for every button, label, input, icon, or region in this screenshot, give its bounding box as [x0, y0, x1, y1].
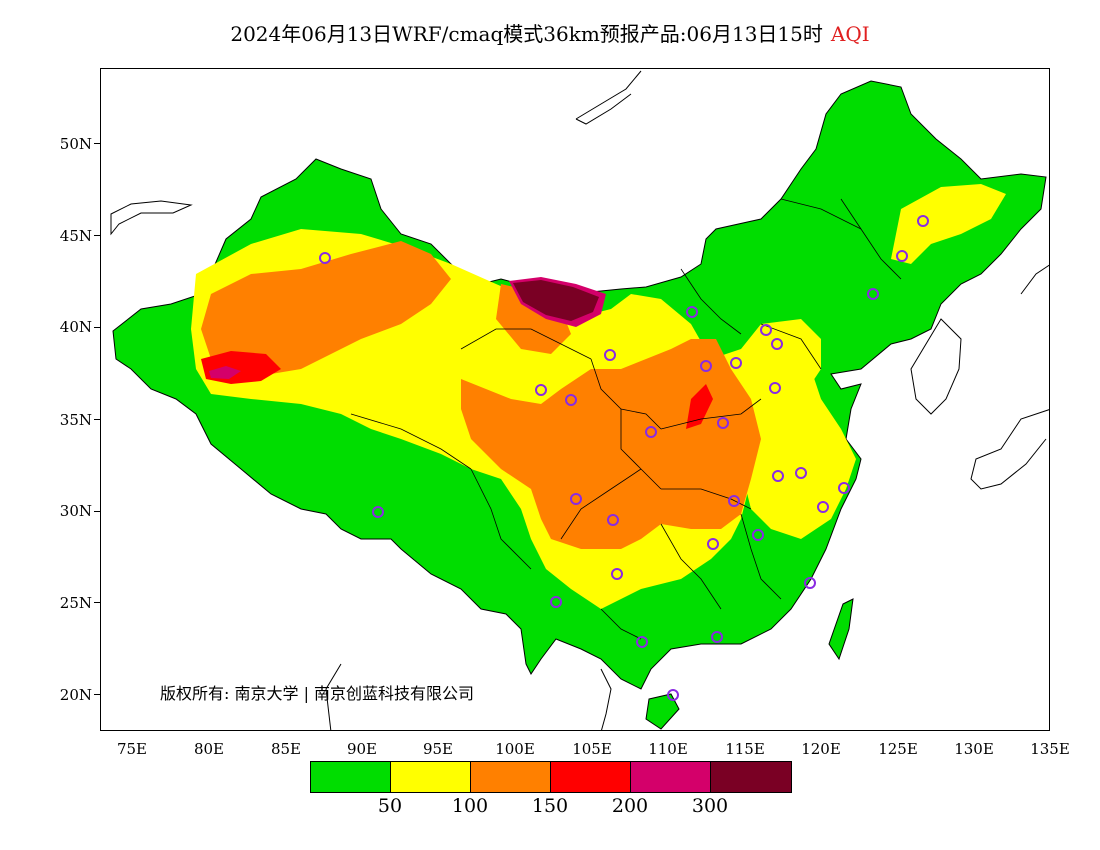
- legend-swatch: [471, 762, 551, 792]
- aqi-zone-orange-inner-mongolia: [496, 284, 571, 354]
- lat-tick: [94, 235, 100, 236]
- legend-swatch: [311, 762, 391, 792]
- legend-label-300: 300: [691, 795, 729, 817]
- lat-tick: [94, 511, 100, 512]
- lat-label-25n: 25N: [59, 594, 92, 612]
- lat-tick: [94, 143, 100, 144]
- lat-tick: [94, 327, 100, 328]
- lon-label-120e: 120E: [801, 740, 841, 758]
- lon-label-95e: 95E: [422, 740, 454, 758]
- aqi-color-legend: [310, 761, 792, 793]
- lon-label-125e: 125E: [878, 740, 918, 758]
- aqi-zone-purple-kashgar: [209, 366, 241, 379]
- lat-label-30n: 30N: [59, 502, 92, 520]
- baikal-outline: [575, 70, 642, 125]
- lat-label-40n: 40N: [59, 318, 92, 336]
- lat-tick: [94, 694, 100, 695]
- lon-label-115e: 115E: [725, 740, 765, 758]
- legend-label-100: 100: [451, 795, 489, 817]
- title-variable: AQI: [830, 22, 870, 46]
- map-panel: [100, 68, 1050, 731]
- lon-label-105e: 105E: [572, 740, 612, 758]
- aqi-zone-yellow-east: [741, 349, 856, 539]
- korea-outline: [910, 318, 962, 415]
- legend-label-50: 50: [377, 795, 403, 817]
- legend-swatch: [631, 762, 711, 792]
- aqi-zone-orange-tarim: [201, 241, 451, 374]
- lon-label-110e: 110E: [648, 740, 688, 758]
- lon-label-130e: 130E: [954, 740, 994, 758]
- aqi-zone-yellow-northeast: [891, 184, 1006, 264]
- lon-label-85e: 85E: [270, 740, 302, 758]
- lat-tick: [94, 602, 100, 603]
- japan-outline: [970, 409, 1049, 490]
- lat-tick: [94, 419, 100, 420]
- aqi-zone-maroon-gobi: [513, 280, 599, 321]
- lon-label-90e: 90E: [346, 740, 378, 758]
- legend-swatch: [551, 762, 631, 792]
- title-main: 2024年06月13日WRF/cmaq模式36km预报产品:06月13日15时: [230, 22, 823, 46]
- lon-label-100e: 100E: [495, 740, 535, 758]
- station-markers: [319, 215, 929, 701]
- legend-label-200: 200: [611, 795, 649, 817]
- lon-label-135e: 135E: [1030, 740, 1070, 758]
- copyright-text: 版权所有: 南京大学 | 南京创蓝科技有限公司: [160, 684, 475, 703]
- indochina-coast: [325, 663, 612, 730]
- aqi-zone-orange-central: [461, 339, 761, 549]
- aqi-map: [110, 70, 1049, 730]
- legend-label-150: 150: [531, 795, 569, 817]
- japan-hokkaido: [1020, 264, 1049, 295]
- legend-swatch: [711, 762, 791, 792]
- province-borders: [350, 198, 902, 640]
- map-title: 2024年06月13日WRF/cmaq模式36km预报产品:06月13日15时 A…: [0, 18, 1100, 47]
- balkhash-outline: [110, 200, 193, 236]
- lat-label-45n: 45N: [59, 227, 92, 245]
- lon-label-80e: 80E: [193, 740, 225, 758]
- taiwan-island: [828, 598, 854, 661]
- legend-swatch: [391, 762, 471, 792]
- lat-label-50n: 50N: [59, 135, 92, 153]
- lat-label-20n: 20N: [59, 686, 92, 704]
- aqi-zone-red-north: [686, 384, 713, 429]
- lat-label-35n: 35N: [59, 411, 92, 429]
- lon-label-75e: 75E: [116, 740, 148, 758]
